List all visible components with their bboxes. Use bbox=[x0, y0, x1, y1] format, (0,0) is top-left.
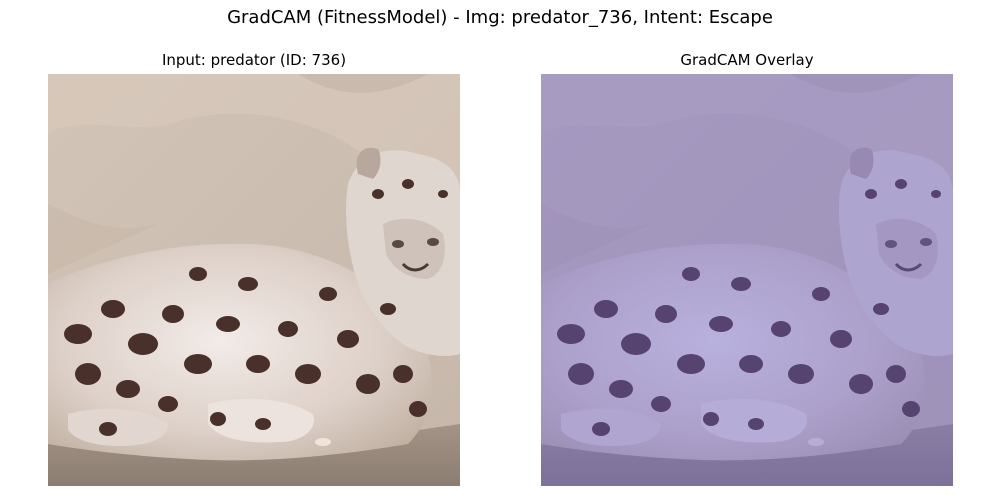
overlay-panel-title: GradCAM Overlay bbox=[541, 50, 953, 70]
gradcam-overlay bbox=[541, 74, 953, 486]
input-image bbox=[48, 74, 460, 486]
snow-leopard-photo bbox=[48, 74, 460, 486]
input-panel-title: Input: predator (ID: 736) bbox=[48, 50, 460, 70]
figure-title: GradCAM (FitnessModel) - Img: predator_7… bbox=[0, 6, 1000, 30]
gradcam-overlay-image bbox=[541, 74, 953, 486]
